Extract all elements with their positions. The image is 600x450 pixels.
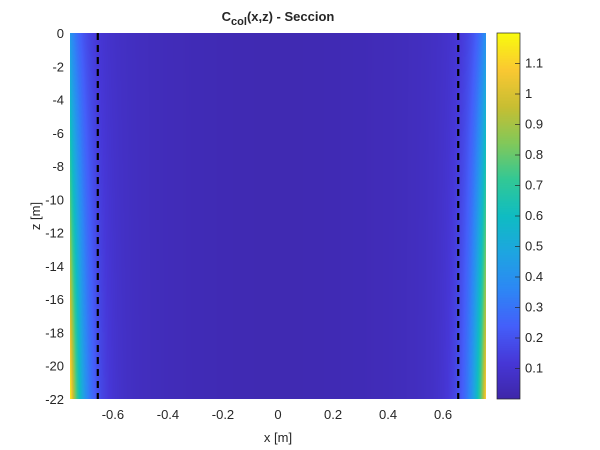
heatmap <box>70 33 486 399</box>
x-axis-label: x [m] <box>264 430 292 445</box>
y-tick-label: -18 <box>45 325 64 340</box>
y-tick-label: -20 <box>45 359 64 374</box>
colorbar-tick-label: 0.7 <box>525 178 543 193</box>
colorbar-tick-label: 0.2 <box>525 330 543 345</box>
y-tick-label: -14 <box>45 259 64 274</box>
colorbar-tick-label: 1 <box>525 86 532 101</box>
chart-title: Ccol(x,z) - Seccion <box>222 9 335 28</box>
y-tick-label: -12 <box>45 226 64 241</box>
x-tick-label: -0.6 <box>102 407 124 422</box>
y-tick-label: -4 <box>52 93 64 108</box>
x-tick-label: 0.2 <box>324 407 342 422</box>
colorbar-tick-label: 1.1 <box>525 56 543 71</box>
x-tick-label: 0 <box>274 407 281 422</box>
colorbar-tick-label: 0.8 <box>525 147 543 162</box>
y-tick-label: -22 <box>45 392 64 407</box>
y-tick-label: -2 <box>52 59 64 74</box>
x-tick-label: 0.4 <box>379 407 397 422</box>
colorbar-tick-label: 0.1 <box>525 361 543 376</box>
colorbar-tick-label: 0.9 <box>525 117 543 132</box>
y-tick-label: 0 <box>57 26 64 41</box>
y-tick-label: -8 <box>52 159 64 174</box>
y-tick-label: -10 <box>45 192 64 207</box>
x-tick-label: -0.4 <box>157 407 179 422</box>
x-tick-label: -0.2 <box>212 407 234 422</box>
y-axis-label: z [m] <box>28 202 43 230</box>
colorbar-tick-label: 0.4 <box>525 269 543 284</box>
x-tick-label: 0.6 <box>434 407 452 422</box>
colorbar-tick-label: 0.5 <box>525 239 543 254</box>
colorbar-tick-label: 0.3 <box>525 300 543 315</box>
colorbar <box>497 33 520 399</box>
y-tick-label: -16 <box>45 292 64 307</box>
y-tick-label: -6 <box>52 126 64 141</box>
colorbar-tick-label: 0.6 <box>525 208 543 223</box>
